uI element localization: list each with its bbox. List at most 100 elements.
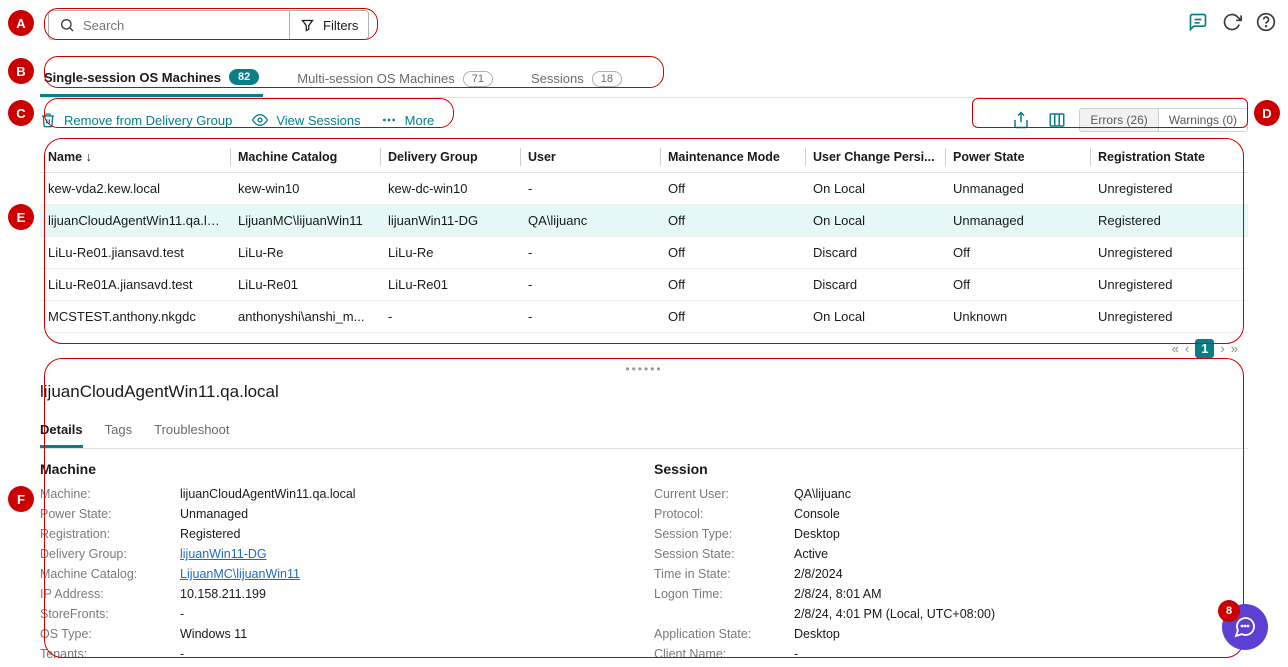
export-button[interactable] <box>1007 106 1035 134</box>
cell-user: - <box>520 237 660 269</box>
val-powerstate: Unmanaged <box>180 507 248 521</box>
errors-filter[interactable]: Errors (26) <box>1080 109 1158 131</box>
annotation-f: F <box>8 486 34 512</box>
cell-catalog: LiLu-Re <box>230 237 380 269</box>
pager-first[interactable]: « <box>1172 341 1179 356</box>
lbl-sessionstate: Session State: <box>654 547 794 561</box>
view-sessions-label: View Sessions <box>276 113 360 128</box>
filters-label: Filters <box>323 18 358 33</box>
lbl-ip: IP Address: <box>40 587 180 601</box>
cell-ps: Off <box>945 237 1090 269</box>
remove-from-dg-button[interactable]: Remove from Delivery Group <box>40 112 232 128</box>
more-button[interactable]: More <box>381 112 435 128</box>
col-ucp[interactable]: User Change Persi... <box>805 142 945 173</box>
link-catalog[interactable]: LijuanMC\lijuanWin11 <box>180 567 300 581</box>
cell-name: LiLu-Re01A.jiansavd.test <box>40 269 230 301</box>
val-protocol: Console <box>794 507 840 521</box>
cell-user: - <box>520 173 660 205</box>
cell-name: LiLu-Re01.jiansavd.test <box>40 237 230 269</box>
cell-user: - <box>520 269 660 301</box>
tab-single-label: Single-session OS Machines <box>44 70 221 85</box>
pager-last[interactable]: » <box>1231 341 1238 356</box>
filters-button[interactable]: Filters <box>289 11 368 39</box>
pager-current: 1 <box>1195 339 1214 358</box>
tab-sessions[interactable]: Sessions 18 <box>527 60 626 97</box>
lbl-logontime: Logon Time: <box>654 587 794 601</box>
pager-prev[interactable]: ‹ <box>1185 341 1189 356</box>
tab-single-count: 82 <box>229 69 259 85</box>
lbl-ostype: OS Type: <box>40 627 180 641</box>
search-container: Filters <box>48 10 369 40</box>
lbl-dg: Delivery Group: <box>40 547 180 561</box>
lbl-timeinstate: Time in State: <box>654 567 794 581</box>
table-row[interactable]: MCSTEST.anthony.nkgdcanthonyshi\anshi_m.… <box>40 301 1248 333</box>
cell-catalog: LiLu-Re01 <box>230 269 380 301</box>
lbl-clientname: Client Name: <box>654 647 794 661</box>
cell-ucp: Discard <box>805 269 945 301</box>
lbl-tenants: Tenants: <box>40 647 180 661</box>
col-mm[interactable]: Maintenance Mode <box>660 142 805 173</box>
tab-multi-session[interactable]: Multi-session OS Machines 71 <box>293 60 497 97</box>
panel-splitter[interactable]: •••••• <box>40 364 1248 374</box>
val-timeinstate: 2/8/2024 <box>794 567 843 581</box>
chat-count-badge: 8 <box>1218 600 1240 622</box>
annotation-c: C <box>8 100 34 126</box>
tab-multi-label: Multi-session OS Machines <box>297 71 455 86</box>
annotation-e: E <box>8 204 34 230</box>
warnings-filter[interactable]: Warnings (0) <box>1159 109 1247 131</box>
cell-ps: Unmanaged <box>945 205 1090 237</box>
cell-ucp: On Local <box>805 205 945 237</box>
val-machine: lijuanCloudAgentWin11.qa.local <box>180 487 356 501</box>
lbl-currentuser: Current User: <box>654 487 794 501</box>
tab-single-session[interactable]: Single-session OS Machines 82 <box>40 60 263 97</box>
cell-rs: Unregistered <box>1090 301 1248 333</box>
cell-mm: Off <box>660 173 805 205</box>
col-name[interactable]: Name ↓ <box>40 142 230 173</box>
lbl-machine: Machine: <box>40 487 180 501</box>
col-rs[interactable]: Registration State <box>1090 142 1248 173</box>
details-tab-tags[interactable]: Tags <box>105 414 132 448</box>
cell-name: MCSTEST.anthony.nkgdc <box>40 301 230 333</box>
cell-dg: LiLu-Re01 <box>380 269 520 301</box>
col-dg[interactable]: Delivery Group <box>380 142 520 173</box>
cell-ucp: Discard <box>805 237 945 269</box>
pager-next[interactable]: › <box>1220 341 1224 356</box>
cell-mm: Off <box>660 237 805 269</box>
table-row[interactable]: lijuanCloudAgentWin11.qa.lo...LijuanMC\l… <box>40 205 1248 237</box>
table-row[interactable]: LiLu-Re01A.jiansavd.testLiLu-Re01LiLu-Re… <box>40 269 1248 301</box>
details-tab-troubleshoot[interactable]: Troubleshoot <box>154 414 229 448</box>
cell-dg: kew-dc-win10 <box>380 173 520 205</box>
lbl-appstate: Application State: <box>654 627 794 641</box>
cell-dg: LiLu-Re <box>380 237 520 269</box>
cell-catalog: LijuanMC\lijuanWin11 <box>230 205 380 237</box>
val-registration: Registered <box>180 527 240 541</box>
table-row[interactable]: kew-vda2.kew.localkew-win10kew-dc-win10-… <box>40 173 1248 205</box>
more-label: More <box>405 113 435 128</box>
cell-ps: Unknown <box>945 301 1090 333</box>
cell-ucp: On Local <box>805 301 945 333</box>
val-sessiontype: Desktop <box>794 527 840 541</box>
assistant-chat-button[interactable]: 8 <box>1222 604 1268 650</box>
val-logontime-extra: 2/8/24, 4:01 PM (Local, UTC+08:00) <box>794 607 995 621</box>
col-catalog[interactable]: Machine Catalog <box>230 142 380 173</box>
tab-sessions-label: Sessions <box>531 71 584 86</box>
cell-name: kew-vda2.kew.local <box>40 173 230 205</box>
columns-button[interactable] <box>1043 106 1071 134</box>
cell-mm: Off <box>660 301 805 333</box>
val-ip: 10.158.211.199 <box>180 587 266 601</box>
view-sessions-button[interactable]: View Sessions <box>252 112 360 128</box>
cell-rs: Registered <box>1090 205 1248 237</box>
cell-catalog: kew-win10 <box>230 173 380 205</box>
details-tab-details[interactable]: Details <box>40 414 83 448</box>
val-currentuser: QA\lijuanc <box>794 487 851 501</box>
cell-dg: lijuanWin11-DG <box>380 205 520 237</box>
machines-table: Name ↓ Machine Catalog Delivery Group Us… <box>40 142 1248 333</box>
col-ps[interactable]: Power State <box>945 142 1090 173</box>
link-dg[interactable]: lijuanWin11-DG <box>180 547 267 561</box>
machine-section-header: Machine <box>40 461 634 477</box>
col-user[interactable]: User <box>520 142 660 173</box>
search-input[interactable] <box>83 18 279 33</box>
lbl-sessiontype: Session Type: <box>654 527 794 541</box>
val-tenants: - <box>180 647 184 661</box>
table-row[interactable]: LiLu-Re01.jiansavd.testLiLu-ReLiLu-Re-Of… <box>40 237 1248 269</box>
